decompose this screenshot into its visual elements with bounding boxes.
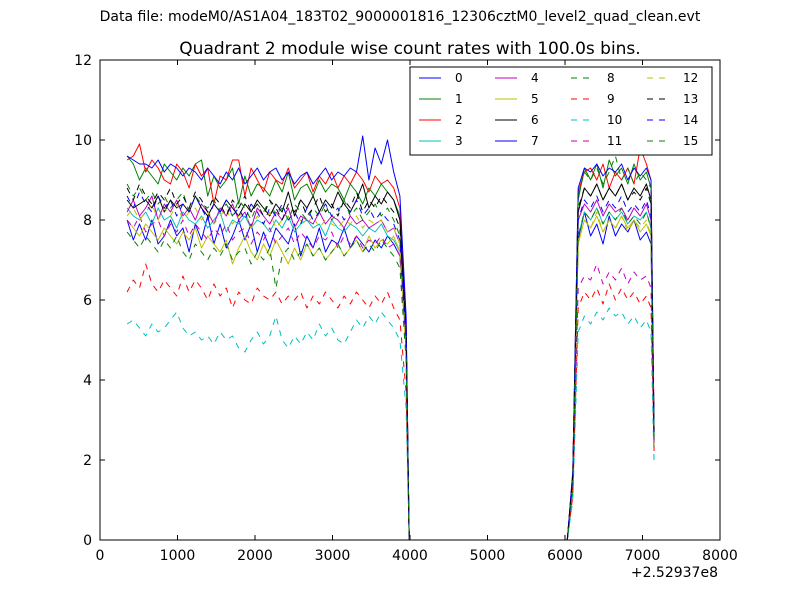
series-line-10	[126, 307, 655, 541]
x-tick-label: 8000	[702, 548, 738, 564]
y-tick-label: 8	[83, 213, 92, 229]
series-line-1	[126, 155, 655, 541]
x-tick-label: 6000	[547, 548, 583, 564]
legend-label-8: 8	[607, 71, 615, 85]
x-tick-label: 1000	[160, 548, 196, 564]
series-line-9	[126, 263, 655, 541]
legend-label-13: 13	[683, 92, 698, 106]
y-tick-label: 2	[83, 453, 92, 469]
x-tick-label: 7000	[625, 548, 661, 564]
series-line-15	[126, 207, 655, 541]
series-line-8	[126, 155, 655, 541]
series-line-5	[126, 215, 655, 541]
legend-box	[409, 66, 713, 156]
series-line-14	[126, 191, 655, 541]
legend-label-14: 14	[683, 113, 698, 127]
y-tick-label: 12	[74, 53, 92, 69]
plot-lines	[126, 135, 655, 541]
series-line-7	[126, 135, 655, 541]
x-tick-label: 3000	[315, 548, 351, 564]
legend-label-5: 5	[531, 92, 539, 106]
legend-label-2: 2	[455, 113, 463, 127]
legend-label-11: 11	[607, 134, 622, 148]
legend-label-1: 1	[455, 92, 463, 106]
legend-label-15: 15	[683, 134, 698, 148]
y-tick-label: 10	[74, 133, 92, 149]
axis-ticks: 0 1000 2000 3000 4000 5000 6000 7000 80000246810…	[74, 53, 738, 564]
legend-label-10: 10	[607, 113, 622, 127]
x-offset-label: +2.52937e8	[631, 565, 718, 581]
legend-label-0: 0	[455, 71, 463, 85]
x-tick-label: 0	[96, 548, 105, 564]
legend-label-9: 9	[607, 92, 615, 106]
series-line-12	[126, 203, 655, 541]
y-tick-label: 6	[83, 293, 92, 309]
y-tick-label: 4	[83, 373, 92, 389]
chart-title: Quadrant 2 module wise count rates with …	[179, 39, 640, 59]
series-line-11	[126, 215, 655, 541]
legend-label-4: 4	[531, 71, 539, 85]
legend-label-3: 3	[455, 134, 463, 148]
y-tick-label: 0	[83, 533, 92, 549]
x-tick-label: 2000	[237, 548, 273, 564]
x-tick-label: 4000	[392, 548, 428, 564]
legend-label-12: 12	[683, 71, 698, 85]
legend-label-6: 6	[531, 113, 539, 127]
legend-label-7: 7	[531, 134, 539, 148]
x-tick-label: 5000	[470, 548, 506, 564]
figure-suptitle: Data file: modeM0/AS1A04_183T02_90000018…	[99, 9, 701, 25]
